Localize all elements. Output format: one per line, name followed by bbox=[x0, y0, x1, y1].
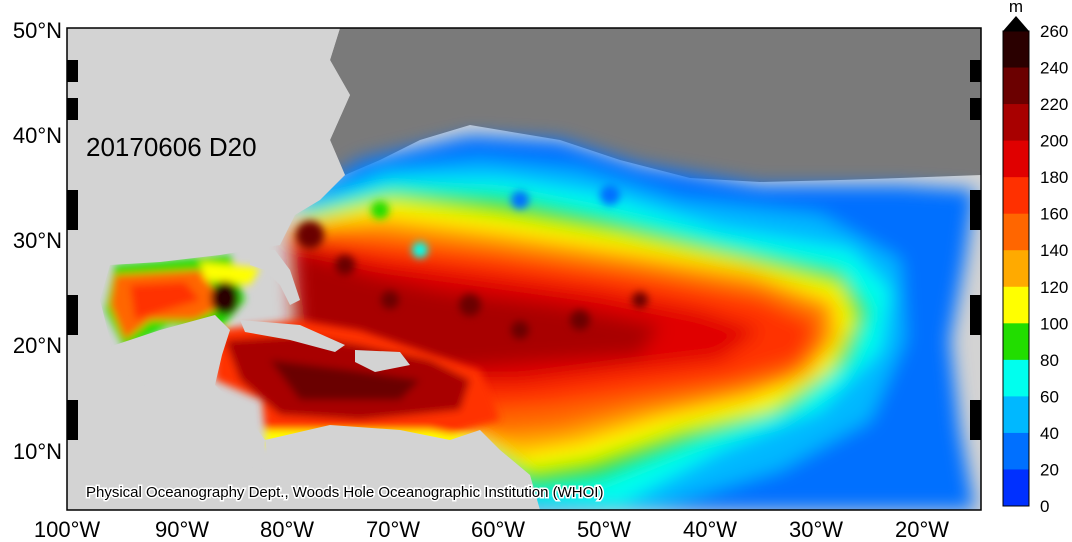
colorbar-label: 60 bbox=[1040, 387, 1059, 406]
colorbar-label: 160 bbox=[1040, 205, 1068, 224]
colorbar-band bbox=[1003, 396, 1029, 434]
colorbar-label: 40 bbox=[1040, 424, 1059, 443]
d20-eddies bbox=[296, 185, 648, 339]
colorbar-unit: m bbox=[1009, 0, 1023, 16]
lat-label: 10°N bbox=[13, 439, 62, 464]
colorbar-arrow bbox=[1003, 16, 1029, 31]
colorbar-band bbox=[1003, 432, 1029, 470]
colorbar-frame bbox=[1002, 30, 1030, 507]
colorbar-label: 100 bbox=[1040, 314, 1068, 333]
colorbar-label: 240 bbox=[1040, 59, 1068, 78]
land-north-atlantic-nodata bbox=[330, 28, 981, 182]
colorbar-label: 0 bbox=[1040, 497, 1049, 516]
colorbar-band bbox=[1003, 213, 1029, 251]
land-south-america bbox=[265, 425, 540, 510]
land-florida bbox=[250, 250, 300, 305]
colorbar-band bbox=[1003, 177, 1029, 215]
colorbar-band bbox=[1003, 359, 1029, 397]
lon-label: 40°W bbox=[683, 517, 737, 542]
land-hispaniola bbox=[355, 350, 410, 372]
colorbar-label: 220 bbox=[1040, 95, 1068, 114]
lon-label: 80°W bbox=[260, 517, 314, 542]
land-cuba bbox=[240, 320, 345, 352]
lon-label: 30°W bbox=[789, 517, 843, 542]
lon-label: 60°W bbox=[471, 517, 525, 542]
lat-label: 40°N bbox=[13, 123, 62, 148]
colorbar-label: 80 bbox=[1040, 351, 1059, 370]
colorbar-band bbox=[1003, 67, 1029, 105]
lon-label: 50°W bbox=[577, 517, 631, 542]
colorbar-band bbox=[1003, 104, 1029, 142]
colorbar-label: 120 bbox=[1040, 278, 1068, 297]
lat-label: 30°N bbox=[13, 228, 62, 253]
colorbar-band bbox=[1003, 31, 1029, 69]
colorbar-label: 20 bbox=[1040, 460, 1059, 479]
land-yucatan bbox=[100, 315, 265, 470]
lon-label: 20°W bbox=[895, 517, 949, 542]
lon-label: 70°W bbox=[366, 517, 420, 542]
colorbar-label: 180 bbox=[1040, 168, 1068, 187]
colorbar-label: 140 bbox=[1040, 241, 1068, 260]
lat-label: 20°N bbox=[13, 333, 62, 358]
map-frame bbox=[66, 27, 982, 511]
colorbar-band bbox=[1003, 250, 1029, 288]
date-label: 20170606 D20 bbox=[86, 132, 257, 162]
map-area bbox=[67, 28, 981, 510]
lon-axis: 100°W 90°W 80°W 70°W 60°W 50°W 40°W 30°W… bbox=[34, 517, 949, 542]
colorbar-band bbox=[1003, 140, 1029, 178]
lat-label: 50°N bbox=[13, 18, 62, 43]
lon-label: 100°W bbox=[34, 517, 101, 542]
lon-label: 90°W bbox=[155, 517, 209, 542]
colorbar-band bbox=[1003, 469, 1029, 507]
colorbar-band bbox=[1003, 323, 1029, 361]
lat-axis: 50°N 40°N 30°N 20°N 10°N bbox=[13, 18, 62, 464]
colorbar-band bbox=[1003, 286, 1029, 324]
frame-ticks bbox=[67, 60, 981, 440]
colorbar-label: 260 bbox=[1040, 22, 1068, 41]
credit-text: Physical Oceanography Dept., Woods Hole … bbox=[86, 484, 603, 501]
colorbar-label: 200 bbox=[1040, 132, 1068, 151]
land-gulf-coast bbox=[67, 28, 350, 360]
